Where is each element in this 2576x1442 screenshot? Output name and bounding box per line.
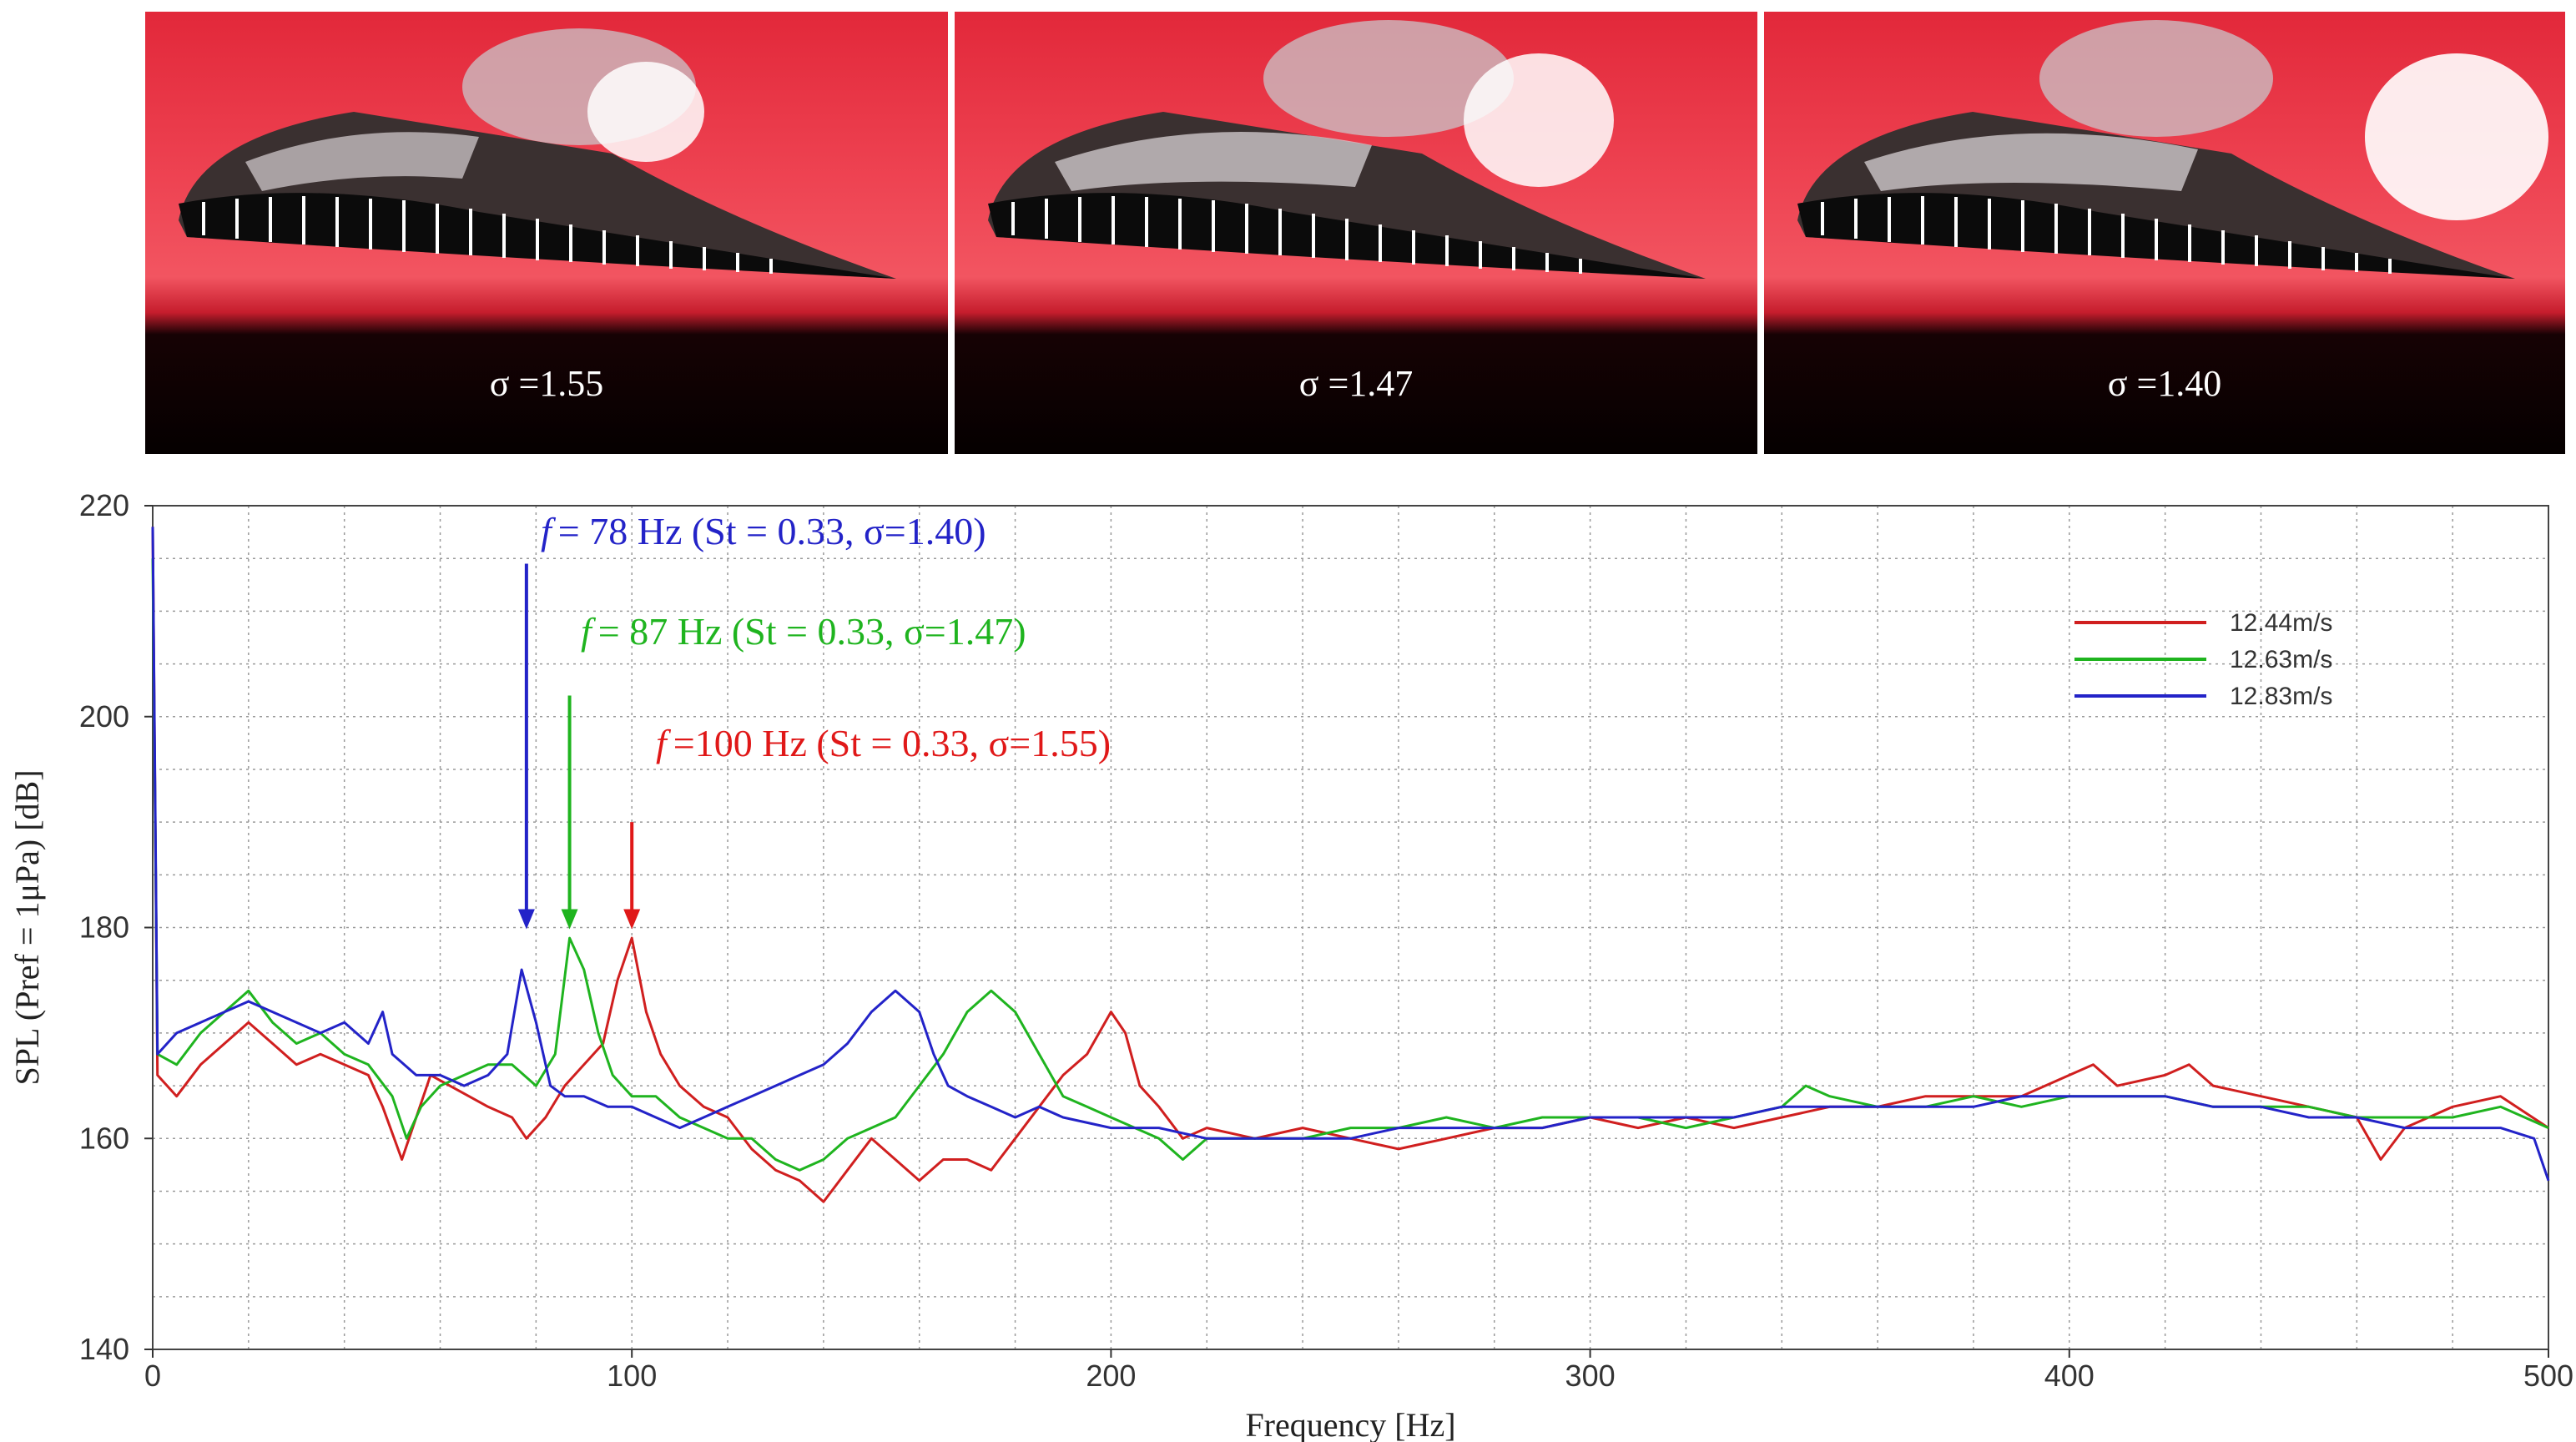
annotation-text: = 78 Hz (St = 0.33, σ=1.40) xyxy=(558,510,986,552)
cavitation-photo-3: σ =1.40 xyxy=(1764,12,2565,454)
annotation-label: f = 87 Hz (St = 0.33, σ=1.47) xyxy=(581,610,1026,653)
x-axis-label: Frequency [Hz] xyxy=(1245,1406,1455,1442)
spl-frequency-chart: 0 100 200 300 400 500 140 160 180 200 220 Frequency… xyxy=(8,488,2573,1442)
series-line-3 xyxy=(151,527,2550,1182)
x-tick-label: 100 xyxy=(607,1359,657,1393)
annotation-arrowhead xyxy=(517,909,535,930)
grid-layer xyxy=(153,506,2548,1349)
series-layer xyxy=(151,527,2550,1203)
annotation-label: f =100 Hz (St = 0.33, σ=1.55) xyxy=(656,722,1111,764)
hydrofoil-illustration xyxy=(988,20,1706,279)
x-tick-label: 200 xyxy=(1086,1359,1136,1393)
y-axis-label: SPL (Pref = 1μPa) [dB] xyxy=(8,769,46,1085)
y-tick-label: 220 xyxy=(79,488,129,522)
x-tick-label: 400 xyxy=(2044,1359,2095,1393)
annotation-text: = 87 Hz (St = 0.33, σ=1.47) xyxy=(598,610,1026,653)
annotation-label: f = 78 Hz (St = 0.33, σ=1.40) xyxy=(541,510,986,552)
y-tick-label: 140 xyxy=(79,1332,129,1366)
legend-label: 12.44m/s xyxy=(2230,609,2332,637)
photo-label: σ =1.47 xyxy=(1298,363,1414,404)
axes-layer: 0 100 200 300 400 500 140 160 180 200 220 Frequency… xyxy=(8,488,2573,1442)
cavitation-photo-2: σ =1.47 xyxy=(955,12,1757,454)
x-tick-label: 500 xyxy=(2523,1359,2573,1393)
annotation-text: =100 Hz (St = 0.33, σ=1.55) xyxy=(673,722,1111,764)
series-line-2 xyxy=(151,558,2549,1172)
annotation-arrowhead xyxy=(561,909,578,930)
y-tick-label: 180 xyxy=(79,910,129,945)
annotation-arrowhead xyxy=(623,909,641,930)
y-tick-label: 200 xyxy=(79,699,129,734)
cavitation-photo-1: σ =1.55 xyxy=(145,12,948,454)
legend-label: 12.83m/s xyxy=(2230,683,2332,710)
hydrofoil-illustration xyxy=(1797,20,2548,279)
photo-label: σ =1.40 xyxy=(2107,363,2222,404)
y-tick-label: 160 xyxy=(79,1121,129,1155)
legend-label: 12.63m/s xyxy=(2230,646,2332,673)
x-tick-label: 300 xyxy=(1565,1359,1616,1393)
series-line-1 xyxy=(151,527,2549,1203)
photo-label: σ =1.55 xyxy=(489,363,604,404)
x-tick-label: 0 xyxy=(144,1359,161,1393)
photo-strip: σ =1.55 σ =1.47 xyxy=(145,12,2565,454)
legend: 12.44m/s 12.63m/s 12.83m/s xyxy=(2074,609,2332,710)
hydrofoil-illustration xyxy=(179,28,896,279)
